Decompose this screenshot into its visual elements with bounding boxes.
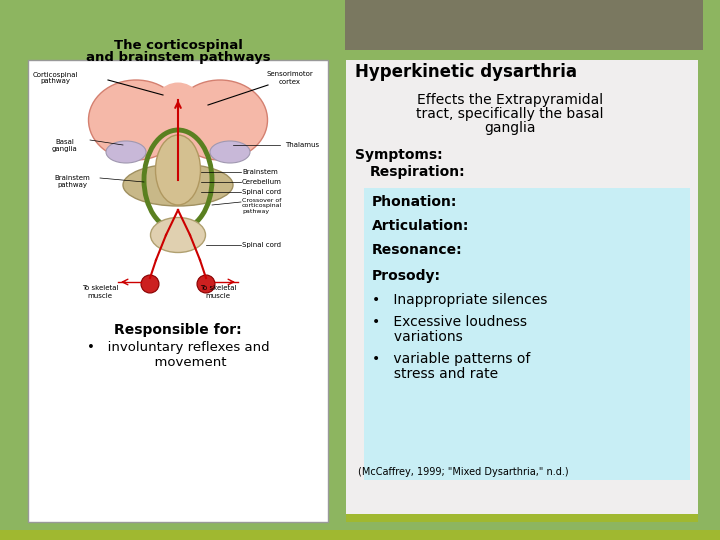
Text: Spinal cord: Spinal cord bbox=[242, 242, 281, 248]
Text: Spinal cord: Spinal cord bbox=[242, 189, 281, 195]
Text: stress and rate: stress and rate bbox=[372, 367, 498, 381]
Text: •   variable patterns of: • variable patterns of bbox=[372, 352, 531, 366]
Text: (McCaffrey, 1999; "Mixed Dysarthria," n.d.): (McCaffrey, 1999; "Mixed Dysarthria," n.… bbox=[358, 467, 569, 477]
Text: The corticospinal: The corticospinal bbox=[114, 38, 243, 51]
Ellipse shape bbox=[150, 218, 205, 253]
Text: To skeletal
muscle: To skeletal muscle bbox=[199, 286, 236, 299]
Bar bbox=[364, 188, 690, 480]
Text: Brainstem: Brainstem bbox=[242, 169, 278, 175]
Ellipse shape bbox=[148, 83, 208, 158]
Bar bbox=[346, 60, 698, 522]
Text: movement: movement bbox=[130, 355, 227, 368]
Bar bbox=[345, 0, 703, 50]
Text: Thalamus: Thalamus bbox=[285, 142, 319, 148]
Text: Crossover of
corticospinal
pathway: Crossover of corticospinal pathway bbox=[242, 198, 282, 214]
Text: Articulation:: Articulation: bbox=[372, 219, 469, 233]
Text: •   Excessive loudness: • Excessive loudness bbox=[372, 315, 527, 329]
Circle shape bbox=[197, 275, 215, 293]
Ellipse shape bbox=[123, 164, 233, 206]
Text: Respiration:: Respiration: bbox=[370, 165, 466, 179]
Text: Resonance:: Resonance: bbox=[372, 243, 463, 257]
Text: Phonation:: Phonation: bbox=[372, 195, 457, 209]
Bar bbox=[28, 60, 328, 522]
Ellipse shape bbox=[173, 80, 268, 160]
Text: variations: variations bbox=[372, 330, 463, 344]
Text: Brainstem
pathway: Brainstem pathway bbox=[54, 176, 90, 188]
Text: Responsible for:: Responsible for: bbox=[114, 323, 242, 337]
Ellipse shape bbox=[106, 141, 146, 163]
Ellipse shape bbox=[89, 80, 184, 160]
Text: Cerebellum: Cerebellum bbox=[242, 179, 282, 185]
Circle shape bbox=[141, 275, 159, 293]
Text: Basal
ganglia: Basal ganglia bbox=[52, 138, 78, 152]
Text: •   Inappropriate silences: • Inappropriate silences bbox=[372, 293, 547, 307]
Bar bbox=[0, 530, 720, 540]
Ellipse shape bbox=[210, 141, 250, 163]
Text: Hyperkinetic dysarthria: Hyperkinetic dysarthria bbox=[355, 63, 577, 81]
Text: ganglia: ganglia bbox=[485, 121, 536, 135]
Bar bbox=[346, 514, 698, 522]
Text: tract, specifically the basal: tract, specifically the basal bbox=[416, 107, 604, 121]
Text: To skeletal
muscle: To skeletal muscle bbox=[82, 286, 118, 299]
Text: •   involuntary reflexes and: • involuntary reflexes and bbox=[86, 341, 269, 354]
Text: and brainstem pathways: and brainstem pathways bbox=[86, 51, 270, 64]
Text: Sensorimotor
cortex: Sensorimotor cortex bbox=[266, 71, 313, 84]
Text: Prosody:: Prosody: bbox=[372, 269, 441, 283]
Text: Corticospinal
pathway: Corticospinal pathway bbox=[32, 71, 78, 84]
Text: Effects the Extrapyramidal: Effects the Extrapyramidal bbox=[417, 93, 603, 107]
Ellipse shape bbox=[156, 135, 200, 205]
Text: Symptoms:: Symptoms: bbox=[355, 148, 443, 162]
